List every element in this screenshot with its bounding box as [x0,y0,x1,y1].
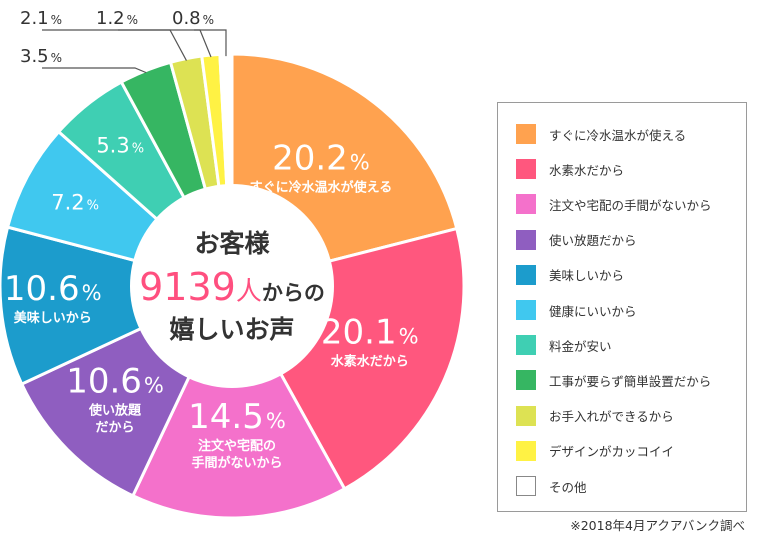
legend-label: 健康にいいから [549,303,637,319]
leader-line [42,67,147,74]
slice-value-label: 10.6% [4,269,102,309]
legend-item: 注文や宅配の手間がないから [516,193,712,215]
center-count: 9139 [139,265,236,309]
center-count-suffix: からの [262,281,325,305]
legend-label: 使い放題だから [549,233,637,249]
legend-label: お手入れができるから [549,409,674,425]
legend-swatch [516,370,536,391]
pie-slice [0,225,237,387]
legend-swatch [516,476,536,496]
slice-category-label: 水素水だから [331,353,409,369]
legend-swatch [516,300,536,320]
legend-item: その他 [516,475,587,497]
legend-label: 水素水だから [549,162,625,178]
slice-category-label: 使い放題 [88,402,142,418]
center-circle [130,184,334,388]
slice-value-label: 1.2% [96,8,138,29]
slice-category-label: だから [96,420,135,435]
center-line-1: お客様 [194,229,270,258]
legend-swatch [516,229,536,250]
slice-value-label: 20.2% [272,138,370,178]
slice-value-label: 3.5% [20,46,62,67]
legend-swatch [516,440,536,461]
source-note: ※2018年4月アクアバンク調べ [570,518,745,533]
legend-item: お手入れができるから [516,405,674,427]
legend-swatch [516,405,536,426]
legend: すぐに冷水温水が使える 水素水だから注文や宅配の手間がないから 使い放題だから 美味し… [497,102,747,512]
pie-slice [130,282,347,520]
slice-value-label: 20.1% [321,312,419,352]
legend-swatch [516,124,536,144]
legend-swatch [516,335,536,356]
slice-value-label: 14.5% [188,397,286,437]
slice-value-label: 5.3% [96,133,144,157]
legend-item: 料金が安い [516,334,612,356]
legend-item: デザインがカッコイイ [516,440,674,462]
slice-category-label: 手間がないから [191,455,282,471]
center-line-3: 嬉しいお声 [169,315,294,344]
leader-line [194,29,227,57]
legend-label: 料金が安い [549,338,612,354]
legend-label: 美味しいから [549,268,625,284]
slice-category-label: 注文や宅配の [198,438,276,454]
legend-item: 工事が要らず簡単設置だから [516,369,711,391]
legend-swatch [516,194,536,215]
slice-category-label: すぐに冷水温水が使える [250,179,393,195]
leader-lines [42,29,227,74]
legend-item: 水素水だから [516,158,624,180]
legend-label: 注文や宅配の手間がないから [549,197,712,213]
slice-value-label: 2.1% [20,8,62,29]
slice-value-label: 7.2% [51,190,99,214]
legend-swatch [516,264,536,285]
legend-swatch [516,159,536,180]
slice-value-label: 10.6% [66,361,164,401]
legend-label: その他 [549,479,587,495]
slice-category-label: 美味しいから [14,310,92,326]
center-line-2: 9139人からの [139,265,325,309]
leader-line [42,29,187,61]
value-labels: 20.2%すぐに冷水温水が使える 20.1%水素水だから 14.5%注文や宅配の手間… [4,8,419,471]
legend-item: すぐに冷水温水が使える [516,123,686,145]
legend-label: 工事が要らず簡単設置だから [549,373,712,389]
legend-item: 美味しいから [516,264,624,286]
legend-label: すぐに冷水温水が使える [549,127,687,143]
slice-value-label: 0.8% [172,8,214,29]
leader-line [118,29,212,58]
legend-item: 使い放題だから [516,229,637,251]
legend-item: 健康にいいから [516,299,637,321]
center-count-unit: 人 [236,277,262,307]
legend-label: デザインがカッコイイ [549,444,675,460]
